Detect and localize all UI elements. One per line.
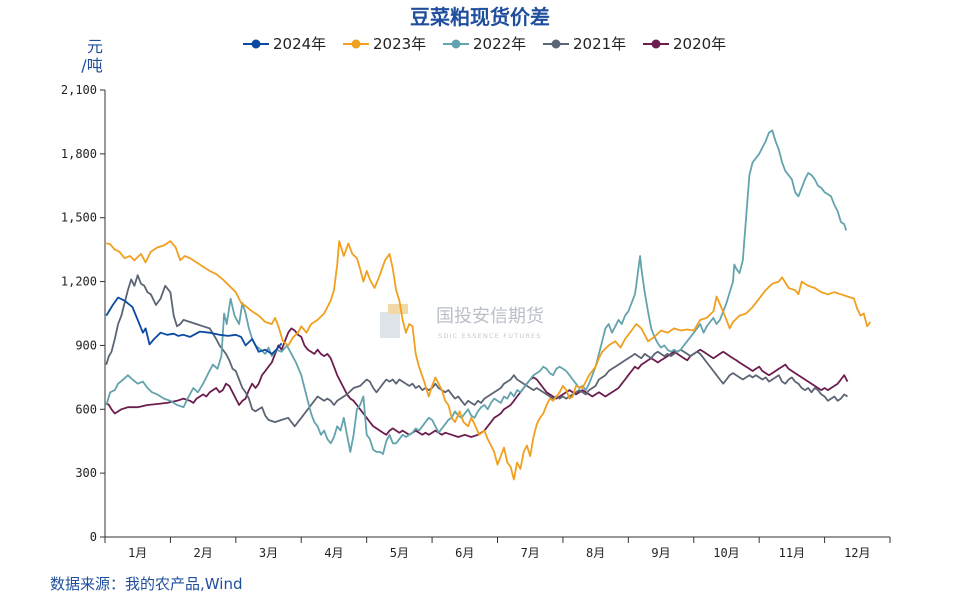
- series-line-2020年: [105, 327, 849, 438]
- legend-marker-icon: [251, 39, 261, 49]
- series-line-2024年: [105, 296, 283, 355]
- watermark-brand: 国投安信期货: [436, 306, 544, 327]
- y-tick-label: 1,800: [61, 147, 97, 161]
- x-tick-label: 4月: [324, 546, 343, 560]
- watermark-sub: SDIC ESSENCE FUTURES: [438, 332, 542, 340]
- y-tick-label: 0: [90, 530, 97, 544]
- legend-label: 2024年: [273, 35, 326, 53]
- x-tick-label: 10月: [713, 546, 739, 560]
- y-unit-label-line1: 元: [87, 37, 103, 56]
- watermark: 国投安信期货 SDIC ESSENCE FUTURES: [380, 304, 544, 340]
- legend-marker-icon: [651, 39, 661, 49]
- series-line-2021年: [105, 274, 848, 428]
- x-tick-label: 2月: [194, 546, 213, 560]
- y-tick-label: 900: [75, 338, 97, 352]
- x-tick-label: 8月: [586, 546, 605, 560]
- x-tick-label: 7月: [521, 546, 540, 560]
- series-line-2022年: [105, 129, 848, 455]
- watermark-logo-icon: [380, 312, 400, 338]
- series-line-2023年: [106, 240, 872, 481]
- legend-label: 2023年: [373, 35, 426, 53]
- y-tick-label: 1,200: [61, 275, 97, 289]
- x-tick-label: 11月: [779, 546, 805, 560]
- legend-label: 2020年: [673, 35, 726, 53]
- x-tick-label: 1月: [128, 546, 147, 560]
- y-unit-label-line2: /吨: [81, 56, 102, 75]
- x-tick-label: 6月: [455, 546, 474, 560]
- chart-title: 豆菜粕现货价差: [410, 5, 550, 29]
- legend-label: 2021年: [573, 35, 626, 53]
- x-tick-label: 5月: [390, 546, 409, 560]
- data-source-note: 数据来源：我的农产品,Wind: [50, 575, 242, 593]
- legend-marker-icon: [451, 39, 461, 49]
- legend-marker-icon: [351, 39, 361, 49]
- y-tick-label: 2,100: [61, 83, 97, 97]
- x-tick-label: 9月: [651, 546, 670, 560]
- x-tick-label: 12月: [844, 546, 870, 560]
- axes: 0 300 600 900 1,200 1,500 1,800 2,100 1月 2月 3月 4月 5月…: [61, 83, 891, 560]
- watermark-logo-accent: [388, 304, 408, 314]
- legend-label: 2022年: [473, 35, 526, 53]
- y-tick-label: 1,500: [61, 211, 97, 225]
- legend: 2024年 2023年 2022年 2021年 2020年: [243, 35, 726, 53]
- y-tick-label: 300: [75, 466, 97, 480]
- series-layer: [105, 129, 872, 481]
- legend-marker-icon: [551, 39, 561, 49]
- x-tick-label: 3月: [259, 546, 278, 560]
- y-tick-label: 600: [75, 402, 97, 416]
